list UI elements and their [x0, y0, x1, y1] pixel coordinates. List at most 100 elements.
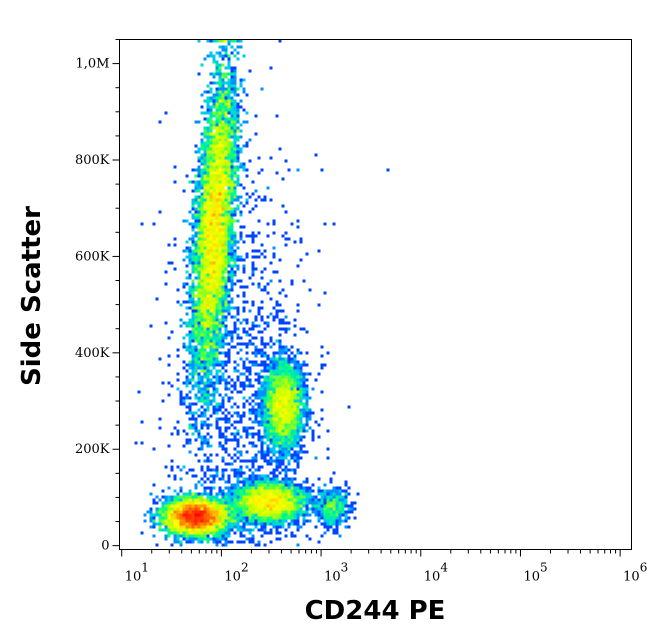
density-bin [254, 363, 258, 367]
density-bin [299, 378, 303, 382]
density-bin [206, 111, 210, 115]
density-bin [281, 348, 285, 352]
density-bin [257, 474, 261, 478]
density-bin [173, 501, 177, 505]
density-bin [200, 387, 204, 391]
density-bin [179, 528, 183, 532]
density-bin [200, 186, 204, 190]
density-bin [278, 462, 282, 466]
density-bin [191, 333, 195, 337]
density-bin [227, 216, 231, 220]
density-bin [242, 492, 246, 496]
density-bin [269, 531, 273, 535]
density-bin [182, 429, 186, 433]
density-bin [209, 165, 213, 169]
density-bin [194, 261, 198, 265]
density-bin [290, 366, 294, 370]
density-bin [281, 480, 285, 484]
density-bin [191, 375, 195, 379]
density-bin [272, 426, 276, 430]
density-bin [197, 396, 201, 400]
density-bin [188, 294, 192, 298]
density-bin [248, 159, 252, 163]
density-bin [215, 426, 219, 430]
density-bin [224, 327, 228, 331]
density-bin [218, 435, 222, 439]
density-bin [236, 147, 240, 151]
density-bin [236, 183, 240, 187]
density-bin [227, 534, 231, 538]
density-bin [206, 171, 210, 175]
density-bin [281, 321, 285, 325]
density-bin [257, 306, 261, 310]
density-bin [188, 540, 192, 544]
density-bin [239, 195, 243, 199]
density-bin [227, 258, 231, 262]
density-bin [188, 498, 192, 502]
density-bin [251, 267, 255, 271]
density-bin [197, 330, 201, 334]
density-bin [332, 498, 336, 502]
density-bin [182, 501, 186, 505]
density-bin [218, 510, 222, 514]
density-bin [194, 240, 198, 244]
density-bin [278, 420, 282, 424]
density-bin [209, 234, 213, 238]
density-bin [227, 333, 231, 337]
density-bin [242, 513, 246, 517]
density-bin [308, 417, 312, 421]
density-bin [245, 345, 249, 349]
density-bin [212, 351, 216, 355]
density-bin [287, 513, 291, 517]
density-bin [203, 222, 207, 226]
density-bin [170, 531, 174, 535]
density-bin [320, 168, 324, 172]
density-bin [260, 387, 264, 391]
density-bin [260, 450, 264, 454]
density-bin [272, 474, 276, 478]
density-bin [263, 267, 267, 271]
density-bin [287, 492, 291, 496]
density-bin [293, 456, 297, 460]
density-bin [167, 444, 171, 448]
density-bin [332, 531, 336, 535]
density-bin [230, 237, 234, 241]
density-bin [152, 498, 156, 502]
density-bin [287, 375, 291, 379]
density-bin [272, 405, 276, 409]
density-bin [275, 351, 279, 355]
density-bin [182, 345, 186, 349]
density-bin [227, 492, 231, 496]
density-bin [206, 516, 210, 520]
density-bin [257, 393, 261, 397]
density-bin [254, 345, 258, 349]
density-bin [191, 300, 195, 304]
density-bin [314, 495, 318, 499]
density-bin [206, 234, 210, 238]
density-bin [251, 495, 255, 499]
density-bin [338, 516, 342, 520]
density-bin [212, 315, 216, 319]
density-bin [215, 105, 219, 109]
density-bin [263, 363, 267, 367]
density-bin [266, 462, 270, 466]
density-bin [242, 342, 246, 346]
density-bin [236, 111, 240, 115]
density-bin [242, 162, 246, 166]
density-bin [191, 180, 195, 184]
density-bin [284, 327, 288, 331]
density-bin [242, 540, 246, 544]
density-bin [233, 252, 237, 256]
density-bin [218, 258, 222, 262]
density-bin [263, 285, 267, 289]
density-bin [233, 189, 237, 193]
density-bin [209, 264, 213, 268]
density-bin [203, 180, 207, 184]
density-bin [185, 519, 189, 523]
density-bin [266, 396, 270, 400]
density-bin [281, 384, 285, 388]
density-bin [320, 513, 324, 517]
density-bin [239, 492, 243, 496]
density-bin [224, 414, 228, 418]
density-bin [194, 249, 198, 253]
